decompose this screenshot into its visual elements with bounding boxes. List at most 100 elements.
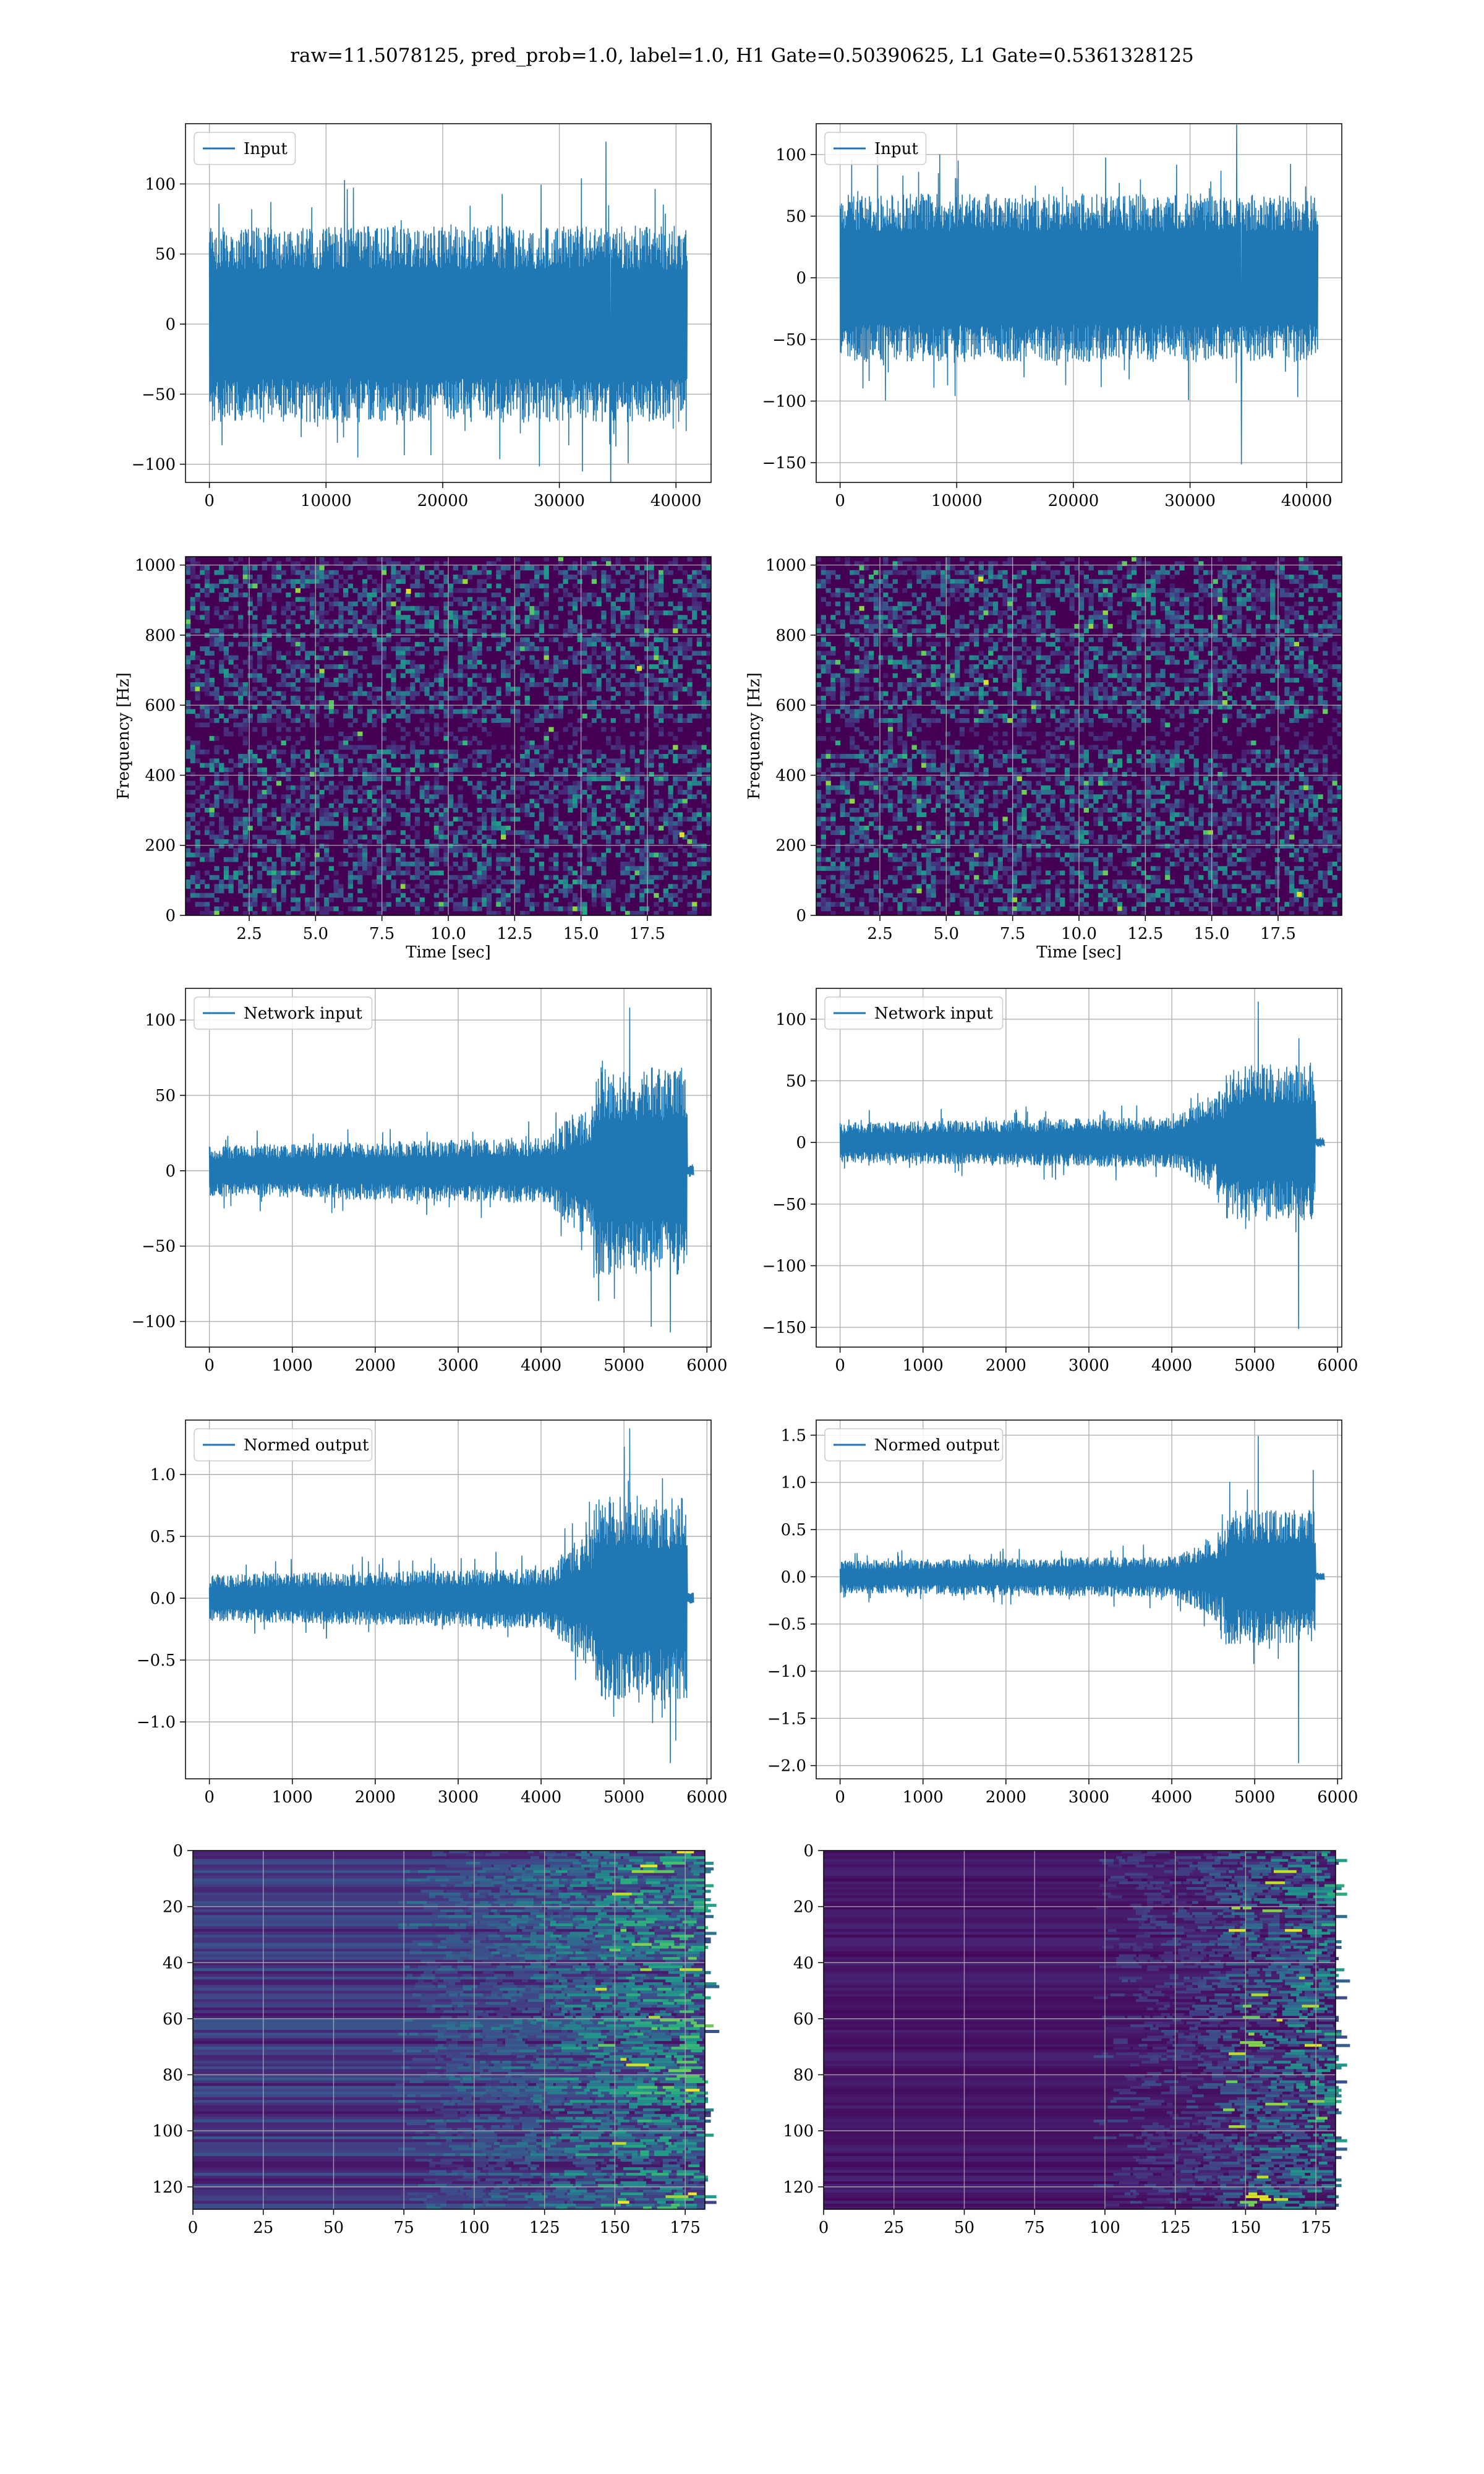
axes-frame: [823, 1850, 1336, 2210]
x-tick-label: 75: [1025, 2219, 1045, 2237]
legend-label: Input: [244, 140, 288, 158]
y-tick-label: −150: [762, 454, 806, 473]
y-tick-label: 0: [173, 1842, 183, 1860]
x-tick-label: 10000: [301, 492, 352, 510]
x-tick-label: 20000: [1048, 492, 1099, 510]
x-tick-label: 125: [529, 2219, 560, 2237]
y-tick-label: 50: [155, 246, 176, 264]
feature-map-image: [193, 1851, 720, 2210]
x-tick-label: 6000: [686, 1356, 727, 1375]
x-tick-label: 100: [1090, 2219, 1120, 2237]
x-tick-label: 75: [394, 2219, 414, 2237]
y-tick-label: −0.5: [767, 1616, 806, 1634]
x-tick-label: 30000: [1164, 492, 1216, 510]
y-tick-label: 100: [775, 146, 806, 165]
y-tick-label: −2.0: [767, 1757, 806, 1776]
y-tick-label: −50: [772, 1196, 806, 1214]
hot-spot: [983, 680, 989, 685]
x-tick-label: 1000: [903, 1788, 944, 1807]
legend-box: [824, 1428, 1004, 1462]
legend: Normed output: [194, 1428, 373, 1462]
legend-box: [194, 1428, 373, 1462]
x-tick-label: 0: [204, 492, 215, 510]
x-tick-label: 5000: [603, 1788, 644, 1807]
x-tick-label: 5000: [1234, 1788, 1275, 1807]
x-tick-label: 25: [253, 2219, 273, 2237]
x-tick-label: 10.0: [1061, 925, 1097, 943]
axes-frame: [185, 1419, 712, 1779]
x-tick-label: 12.5: [1127, 925, 1163, 943]
y-tick-label: 120: [783, 2178, 814, 2197]
y-tick-label: −0.5: [137, 1651, 176, 1670]
x-tick-label: 4000: [521, 1788, 561, 1807]
x-tick-label: 3000: [438, 1788, 479, 1807]
y-tick-label: 60: [793, 2010, 814, 2029]
legend-label: Normed output: [244, 1436, 369, 1455]
x-tick-label: 50: [323, 2219, 344, 2237]
x-tick-label: 0: [835, 1788, 845, 1807]
x-tick-label: 4000: [521, 1356, 561, 1375]
y-tick-label: 0.5: [781, 1521, 806, 1539]
hot-spot: [1297, 892, 1302, 897]
y-tick-label: 800: [145, 627, 176, 645]
legend: Network input: [194, 996, 373, 1030]
x-tick-label: 25: [884, 2219, 904, 2237]
legend: Input: [194, 132, 296, 165]
y-tick-label: 600: [145, 696, 176, 715]
y-tick-label: 0: [796, 269, 806, 288]
panel-normed-output-l1: 0 1000 2000 3000 4000 5000 6000 −2.0 −1.5 −1.0 −0.…: [767, 1419, 1358, 1807]
grid-lines: [816, 1420, 1342, 1779]
x-tick-label: 30000: [534, 492, 585, 510]
y-tick-label: −100: [762, 1257, 806, 1275]
y-tick-label: −1.5: [767, 1710, 806, 1728]
panel-feature-map-h1: 0 25 50 75 100 125 150 175 0 20 40 60 80 100 120: [152, 1842, 720, 2237]
x-tick-label: 175: [670, 2219, 701, 2237]
y-tick-label: 1.5: [781, 1426, 806, 1445]
series-line: [839, 1436, 1325, 1763]
legend-box: [194, 996, 373, 1030]
x-tick-label: 4000: [1151, 1788, 1192, 1807]
x-tick-label: 20000: [417, 492, 469, 510]
axes-frame: [816, 556, 1342, 916]
y-axis-label: Frequency [Hz]: [114, 672, 133, 800]
figure-title: raw=11.5078125, pred_prob=1.0, label=1.0…: [290, 45, 1194, 67]
y-tick-label: 0: [796, 907, 806, 925]
y-tick-label: 50: [786, 1072, 806, 1090]
axes-frame: [185, 556, 712, 916]
x-tick-label: 5000: [1234, 1356, 1275, 1375]
x-tick-label: 3000: [438, 1356, 479, 1375]
y-tick-label: 200: [775, 837, 806, 855]
y-tick-label: 1000: [765, 557, 806, 575]
panel-spectrogram-l1: 2.5 5.0 7.5 10.0 12.5 15.0 17.5 0 200 400 600 800 10…: [745, 556, 1342, 962]
x-tick-label: 40000: [1281, 492, 1333, 510]
x-tick-label: 1000: [272, 1356, 313, 1375]
feature-map-image: [824, 1851, 1350, 2210]
panel-input-l1: 0 10000 20000 30000 40000 −150 −100 −50 0 50 100 In…: [762, 123, 1342, 510]
y-tick-label: 600: [775, 696, 806, 715]
axes-frame: [816, 123, 1342, 483]
grid-lines: [816, 557, 1342, 916]
x-tick-label: 2000: [355, 1356, 396, 1375]
x-tick-label: 2.5: [867, 925, 892, 943]
y-tick-label: −1.0: [767, 1663, 806, 1681]
x-tick-label: 2000: [986, 1788, 1026, 1807]
x-tick-label: 10000: [931, 492, 983, 510]
y-tick-label: 400: [145, 766, 176, 785]
x-tick-label: 0: [835, 1356, 845, 1375]
legend: Input: [824, 132, 927, 165]
x-tick-label: 0: [819, 2219, 829, 2237]
axes-frame: [816, 988, 1342, 1348]
y-tick-label: 0: [796, 1134, 806, 1152]
x-tick-label: 4000: [1151, 1356, 1192, 1375]
legend-label: Network input: [244, 1004, 362, 1023]
x-tick-label: 125: [1160, 2219, 1191, 2237]
x-tick-label: 175: [1300, 2219, 1331, 2237]
y-tick-label: 20: [163, 1898, 183, 1917]
x-axis-label: Time [sec]: [406, 943, 491, 962]
x-tick-label: 1000: [272, 1788, 313, 1807]
y-tick-label: 1.0: [781, 1474, 806, 1492]
x-tick-label: 17.5: [1260, 925, 1296, 943]
x-tick-label: 15.0: [1194, 925, 1230, 943]
panel-input-h1: 0 10000 20000 30000 40000 −100 −50 0 50 100 Input: [132, 123, 712, 510]
